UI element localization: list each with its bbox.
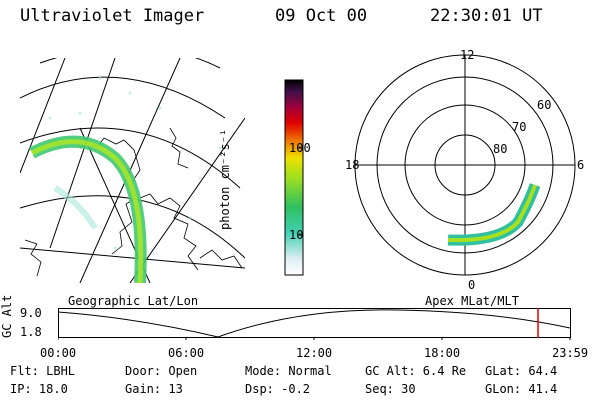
coastline: [199, 249, 243, 269]
polar-lat-70: 70: [512, 120, 527, 134]
info-mode: Mode: Normal: [245, 364, 332, 378]
timeline-y-label: GC Alt: [0, 294, 14, 338]
info-door: Door: Open: [125, 364, 198, 378]
info-dsp: Dsp: -0.2: [245, 382, 311, 396]
polar-lat-80: 80: [493, 142, 508, 156]
lon-line: [49, 58, 116, 249]
info-filter: Flt: LBHL: [10, 364, 76, 378]
info-glat: GLat: 64.4: [485, 364, 558, 378]
lat-arc: [20, 127, 241, 189]
timeline-plot: [58, 308, 571, 340]
timeline-y-max: 9.0: [20, 306, 42, 320]
polar-hour-0: 0: [468, 278, 476, 292]
lon-line: [20, 58, 66, 174]
colorbar-tick-100: 100: [289, 141, 311, 155]
lat-arc: [20, 76, 226, 119]
timeline-left-label: Geographic Lat/Lon: [68, 294, 199, 308]
time-tick-0600: 06:00: [168, 346, 205, 360]
altitude-curve: [58, 309, 571, 338]
polar-lat-60: 60: [537, 98, 552, 112]
coastline: [169, 127, 189, 169]
lon-line: [20, 247, 245, 269]
aurora-band: [29, 135, 147, 283]
colorbar-gradient: [284, 79, 304, 276]
coastline: [24, 239, 42, 277]
colorbar: [284, 79, 304, 276]
timeline-y-min: 1.8: [20, 325, 42, 339]
info-ip: IP: 18.0: [10, 382, 68, 396]
time-label: 22:30:01 UT: [430, 6, 543, 26]
timeline-right-label: Apex MLat/MLT: [425, 294, 519, 308]
polar-hour-6: 6: [577, 158, 585, 172]
time-tick-0000: 00:00: [40, 346, 77, 360]
time-tick-1800: 18:00: [424, 346, 461, 360]
info-glon: GLon: 41.4: [485, 382, 558, 396]
date-label: 09 Oct 00: [275, 6, 368, 26]
info-seq: Seq: 30: [365, 382, 416, 396]
coastline: [139, 193, 199, 271]
instrument-title: Ultraviolet Imager: [20, 6, 205, 26]
noise-dots: [48, 76, 222, 250]
colorbar-tick-10: 10: [289, 228, 304, 242]
time-tick-2359: 23:59: [552, 346, 589, 360]
aurora-arc-core: [447, 184, 537, 243]
info-gain: Gain: 13: [125, 382, 183, 396]
time-tick-1200: 12:00: [296, 346, 333, 360]
info-gc-alt: GC Alt: 6.4 Re: [365, 364, 467, 378]
lon-line: [129, 117, 245, 283]
polar-plot: [354, 54, 576, 276]
lat-arc: [39, 58, 221, 69]
geographic-map: [20, 58, 245, 283]
polar-hour-12: 12: [460, 48, 475, 62]
polar-hour-18: 18: [345, 158, 360, 172]
colorbar-unit-label: photon cm⁻²s⁻¹: [218, 128, 232, 230]
timeline-frame: [58, 308, 571, 338]
